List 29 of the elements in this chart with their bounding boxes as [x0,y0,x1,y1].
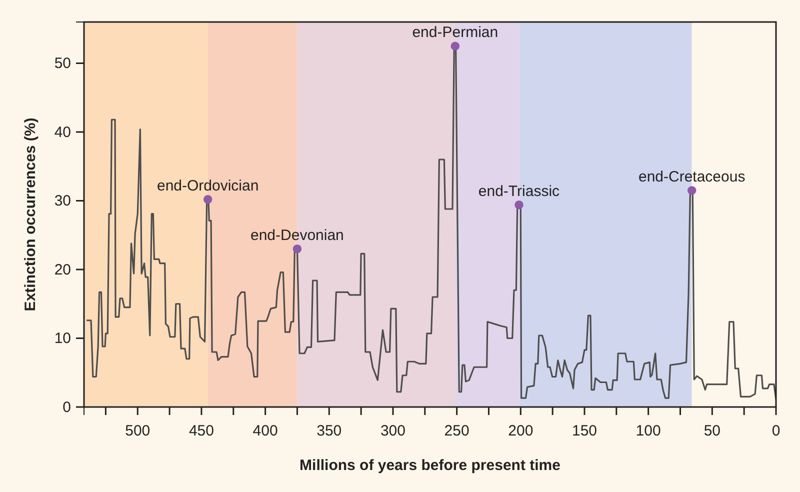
y-tick-label: 10 [54,330,71,348]
point [292,244,302,254]
x-tick-label: 50 [704,422,721,440]
x-tick-label: 450 [188,422,214,440]
point [450,42,460,50]
x-tick-label: 100 [636,422,661,440]
annotation: end-Cretaceous [638,168,746,186]
x-tick-label: 400 [252,422,278,440]
annotation: end-Triassic [478,182,560,200]
x-axis-title: Millions of years before present time [300,457,560,474]
y-tick-label: 30 [54,192,71,210]
x-tick-label: 300 [380,422,406,440]
x-tick-label: 150 [572,422,598,440]
y-tick-label: 50 [54,55,71,72]
annotation: end-Ordovician [156,177,259,194]
point [514,200,524,210]
annotation: end-Devonian [250,226,344,244]
annotation: end-Permian [412,24,498,42]
x-tick-label: 500 [125,422,150,440]
point [203,195,212,204]
x-tick-label: 350 [316,422,342,440]
x-tick-label: 0 [772,422,780,440]
y-axis-title: Extinction occurrences (%) [22,118,39,312]
y-tick-label: 0 [62,398,71,416]
x-tick-label: 200 [508,422,534,440]
y-tick-label: 40 [54,124,71,141]
x-tick-label: 250 [444,422,470,440]
point [687,186,696,195]
y-tick-label: 20 [54,261,71,278]
